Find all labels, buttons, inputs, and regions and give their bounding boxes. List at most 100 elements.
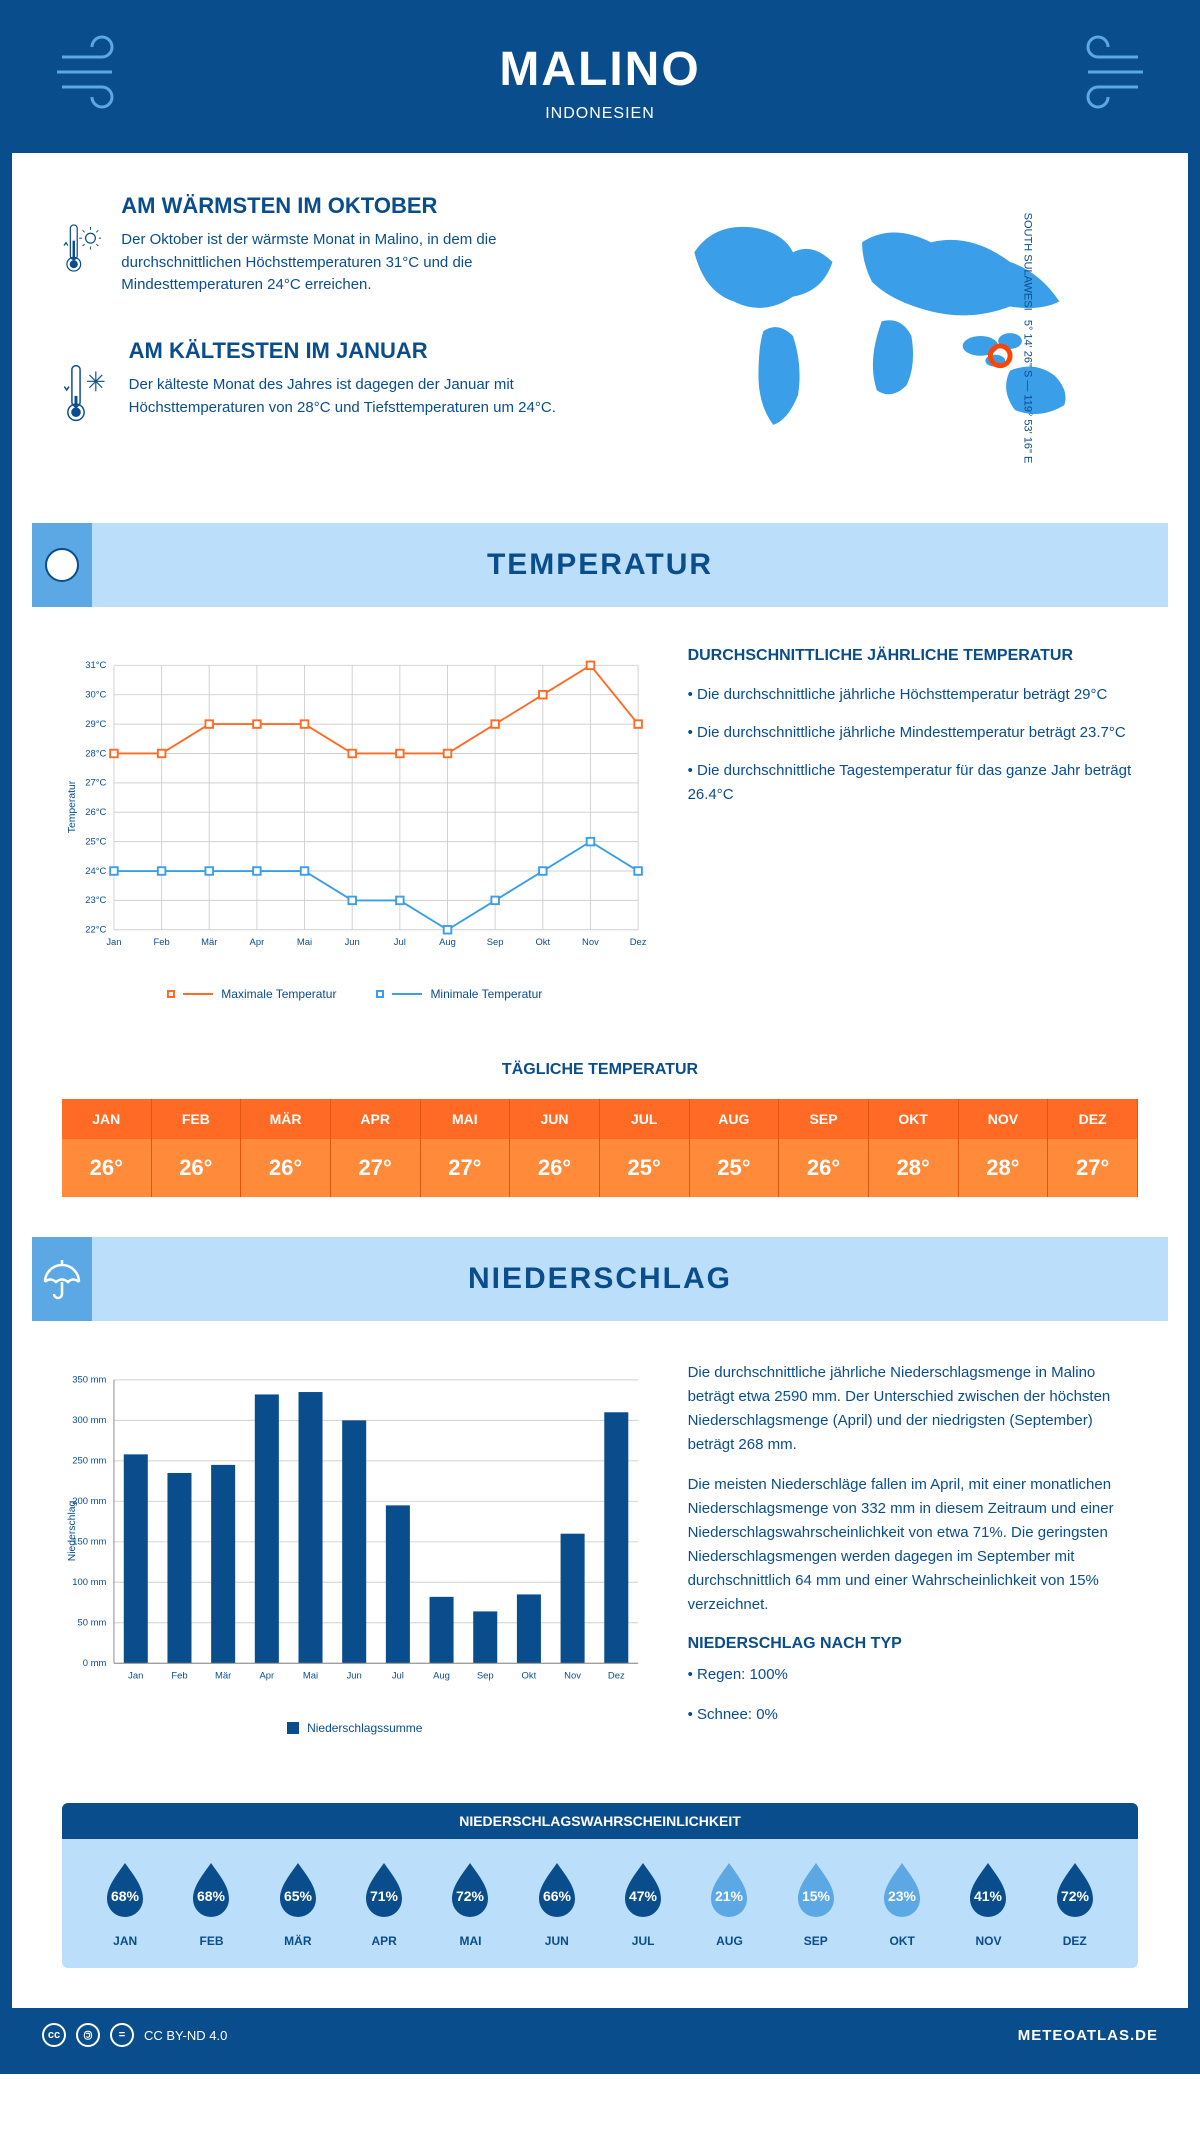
svg-text:100 mm: 100 mm (72, 1577, 106, 1588)
table-header: MÄR (241, 1099, 331, 1139)
svg-text:Feb: Feb (171, 1670, 187, 1681)
probability-drop: 66%JUN (514, 1859, 600, 1948)
svg-text:Mär: Mär (201, 937, 217, 948)
probability-drop: 72%MAI (427, 1859, 513, 1948)
svg-text:Jan: Jan (106, 937, 121, 948)
svg-text:31°C: 31°C (85, 660, 106, 671)
coldest-block: AM KÄLTESTEN IM JANUAR Der kälteste Mona… (62, 338, 605, 448)
wind-icon (1048, 32, 1148, 112)
precip-para: Die durchschnittliche jährliche Niedersc… (688, 1361, 1138, 1457)
svg-text:26°C: 26°C (85, 807, 106, 818)
svg-text:250 mm: 250 mm (72, 1456, 106, 1467)
probability-drop: 15%SEP (773, 1859, 859, 1948)
probability-drop: 65%MÄR (255, 1859, 341, 1948)
svg-text:Mai: Mai (303, 1670, 318, 1681)
svg-text:25°C: 25°C (85, 836, 106, 847)
svg-text:41%: 41% (974, 1888, 1003, 1904)
svg-text:Sep: Sep (487, 937, 504, 948)
table-header: SEP (779, 1099, 869, 1139)
precip-type-title: NIEDERSCHLAG NACH TYP (688, 1635, 1138, 1653)
temperature-section-header: TEMPERATUR (32, 523, 1168, 607)
svg-text:Jun: Jun (347, 1670, 362, 1681)
svg-text:15%: 15% (802, 1888, 831, 1904)
probability-drop: 68%JAN (82, 1859, 168, 1948)
thermometer-snow-icon (62, 338, 109, 448)
coldest-title: AM KÄLTESTEN IM JANUAR (129, 338, 605, 364)
daily-temp-title: TÄGLICHE TEMPERATUR (12, 1061, 1188, 1079)
umbrella-icon (37, 1254, 87, 1304)
svg-text:68%: 68% (111, 1888, 140, 1904)
svg-text:22°C: 22°C (85, 925, 106, 936)
table-cell: 28° (868, 1139, 958, 1197)
table-header: FEB (151, 1099, 241, 1139)
table-cell: 26° (241, 1139, 331, 1197)
svg-text:28°C: 28°C (85, 748, 106, 759)
table-cell: 26° (62, 1139, 151, 1197)
nd-icon: = (110, 2023, 134, 2047)
daily-temp-table: JANFEBMÄRAPRMAIJUNJULAUGSEPOKTNOVDEZ 26°… (62, 1099, 1138, 1197)
precip-type: • Regen: 100% (688, 1663, 1138, 1687)
probability-drop: 47%JUL (600, 1859, 686, 1948)
table-header: DEZ (1048, 1099, 1138, 1139)
warmest-text: Der Oktober ist der wärmste Monat in Mal… (121, 229, 604, 297)
avg-temp-bullet: • Die durchschnittliche jährliche Höchst… (688, 683, 1138, 707)
avg-temp-bullet: • Die durchschnittliche Tagestemperatur … (688, 759, 1138, 807)
svg-text:350 mm: 350 mm (72, 1375, 106, 1386)
svg-text:Dez: Dez (630, 937, 647, 948)
svg-text:0 mm: 0 mm (83, 1658, 107, 1669)
probability-drop: 21%AUG (686, 1859, 772, 1948)
precip-para: Die meisten Niederschläge fallen im Apri… (688, 1473, 1138, 1617)
svg-text:21%: 21% (715, 1888, 744, 1904)
svg-text:Niederschlag: Niederschlag (67, 1500, 78, 1561)
svg-text:71%: 71% (370, 1888, 399, 1904)
probability-drop: 72%DEZ (1032, 1859, 1118, 1948)
svg-text:24°C: 24°C (85, 866, 106, 877)
avg-temp-bullet: • Die durchschnittliche jährliche Mindes… (688, 721, 1138, 745)
table-cell: 27° (420, 1139, 510, 1197)
svg-text:23°C: 23°C (85, 895, 106, 906)
coordinates: SOUTH SULAWESI 5° 14' 26" S — 119° 53' 1… (1022, 213, 1034, 464)
svg-text:Mai: Mai (297, 937, 312, 948)
top-section: AM WÄRMSTEN IM OKTOBER Der Oktober ist d… (12, 153, 1188, 523)
probability-drop: 23%OKT (859, 1859, 945, 1948)
license-text: CC BY-ND 4.0 (144, 2028, 227, 2043)
temperature-content: 22°C23°C24°C25°C26°C27°C28°C29°C30°C31°C… (12, 607, 1188, 1041)
thermometer-sun-icon (62, 193, 101, 303)
table-header: NOV (958, 1099, 1048, 1139)
table-cell: 25° (689, 1139, 779, 1197)
table-cell: 27° (330, 1139, 420, 1197)
table-cell: 28° (958, 1139, 1048, 1197)
svg-text:29°C: 29°C (85, 719, 106, 730)
footer: cc 🄯 = CC BY-ND 4.0 METEOATLAS.DE (12, 2008, 1188, 2062)
svg-text:Dez: Dez (608, 1670, 625, 1681)
wind-icon (52, 32, 152, 112)
svg-text:Jun: Jun (345, 937, 360, 948)
svg-text:Nov: Nov (564, 1670, 581, 1681)
avg-temp-title: DURCHSCHNITTLICHE JÄHRLICHE TEMPERATUR (688, 647, 1138, 665)
svg-text:65%: 65% (284, 1888, 313, 1904)
precipitation-probability: NIEDERSCHLAGSWAHRSCHEINLICHKEIT 68%JAN68… (62, 1803, 1138, 1968)
svg-text:50 mm: 50 mm (78, 1618, 107, 1629)
infographic-page: MALINO INDONESIEN AM WÄRMSTEN IM OKTOBER… (0, 0, 1200, 2074)
table-cell: 26° (510, 1139, 600, 1197)
brand: METEOATLAS.DE (1018, 2027, 1158, 2044)
svg-text:27°C: 27°C (85, 778, 106, 789)
svg-text:23%: 23% (888, 1888, 917, 1904)
bar-legend: Niederschlagssumme (62, 1721, 648, 1735)
svg-text:Jan: Jan (128, 1670, 143, 1681)
table-header: JAN (62, 1099, 151, 1139)
probability-drop: 68%FEB (168, 1859, 254, 1948)
table-header: AUG (689, 1099, 779, 1139)
svg-text:300 mm: 300 mm (72, 1415, 106, 1426)
world-map (645, 193, 1138, 450)
svg-text:47%: 47% (629, 1888, 658, 1904)
table-cell: 27° (1048, 1139, 1138, 1197)
svg-text:Jul: Jul (392, 1670, 404, 1681)
table-header: JUL (599, 1099, 689, 1139)
warmest-title: AM WÄRMSTEN IM OKTOBER (121, 193, 604, 219)
svg-text:Apr: Apr (250, 937, 265, 948)
precipitation-bar-chart: 0 mm50 mm100 mm150 mm200 mm250 mm300 mm3… (62, 1361, 648, 1701)
svg-text:Okt: Okt (535, 937, 550, 948)
svg-text:Okt: Okt (522, 1670, 537, 1681)
table-cell: 26° (779, 1139, 869, 1197)
